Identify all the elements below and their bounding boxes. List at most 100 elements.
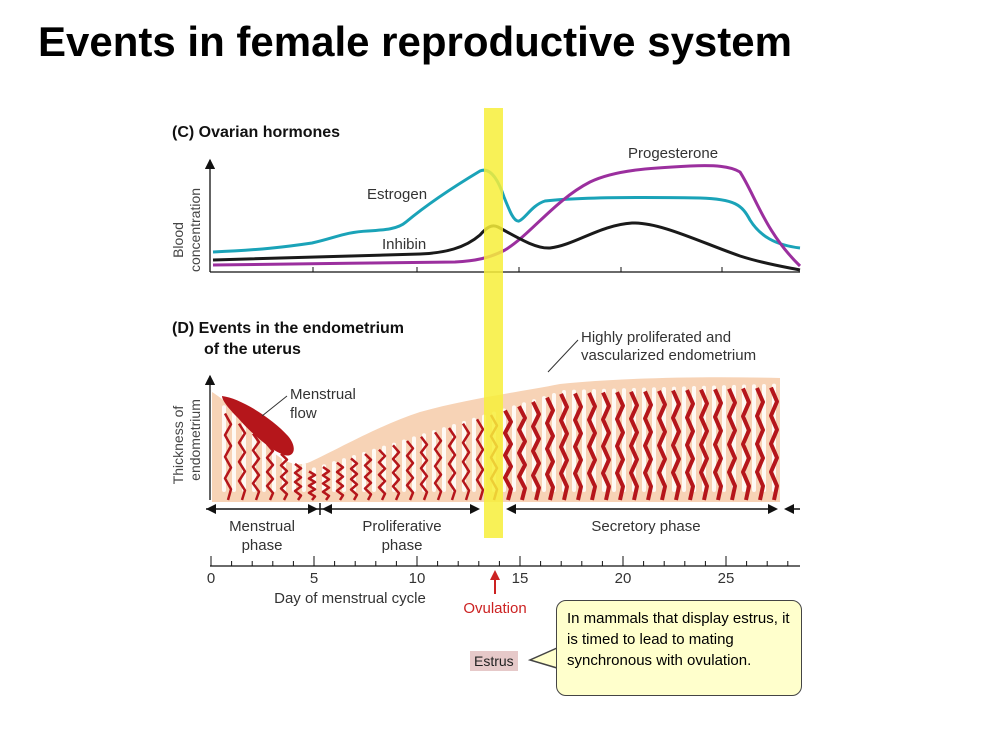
ovulation-highlight-band <box>484 108 503 538</box>
menstrual-phase-label-2: phase <box>242 537 283 554</box>
highly-prolif-label-2: vascularized endometrium <box>581 347 756 364</box>
menstrual-flow-label-2: flow <box>290 405 317 422</box>
gland <box>692 386 696 492</box>
spiral-artery <box>265 442 275 501</box>
proliferative-phase-label-1: Proliferative <box>362 518 441 535</box>
menstrual-phase-label-1: Menstrual <box>229 518 295 535</box>
spiral-artery <box>447 427 457 501</box>
spiral-artery <box>699 388 709 501</box>
spiral-artery <box>223 412 233 501</box>
spiral-artery <box>293 462 303 501</box>
spiral-artery <box>531 401 541 501</box>
gland <box>652 387 656 492</box>
spiral-artery <box>643 390 653 501</box>
gland <box>252 426 256 492</box>
spiral-artery <box>349 457 359 501</box>
gland <box>262 434 266 492</box>
gland <box>222 405 226 492</box>
spiral-arteries <box>223 386 779 501</box>
spiral-artery <box>559 393 569 501</box>
highly-prolif-label-1: Highly proliferated and <box>581 329 731 346</box>
spiral-artery <box>251 432 261 501</box>
panel-d-heading-2: of the uterus <box>204 341 301 358</box>
spiral-artery <box>755 387 765 501</box>
spiral-artery <box>405 440 415 501</box>
spiral-artery <box>587 392 597 501</box>
gland <box>402 439 406 492</box>
gland <box>332 461 336 492</box>
day-axis-title: Day of menstrual cycle <box>274 590 426 607</box>
panel-c-ticks <box>312 267 723 272</box>
gland <box>622 388 626 492</box>
gland <box>432 430 436 492</box>
day-axis-labels: 0 5 10 15 20 25 <box>207 570 735 587</box>
panel-c-y-axis-label: Blood concentration <box>170 188 203 272</box>
page-title: Events in female reproductive system <box>38 18 792 65</box>
gland <box>612 388 616 492</box>
spiral-artery <box>335 461 345 501</box>
spiral-artery <box>671 389 681 501</box>
gland <box>762 383 766 492</box>
gland <box>302 462 306 492</box>
spiral-artery <box>307 470 317 501</box>
spiral-artery <box>377 448 387 501</box>
proliferative-phase-label-2: phase <box>382 537 423 554</box>
spiral-artery <box>685 389 695 501</box>
spiral-artery <box>573 392 583 501</box>
spiral-artery <box>727 388 737 501</box>
gland <box>572 389 576 492</box>
panel-c-heading: (C) Ovarian hormones <box>172 124 340 141</box>
gland <box>542 396 546 492</box>
estrogen-label: Estrogen <box>367 186 427 203</box>
spiral-artery <box>461 422 471 501</box>
gland <box>442 427 446 492</box>
panel-d-ylabel-1: Thickness of <box>170 406 186 485</box>
callout-pointer <box>527 647 558 669</box>
day-tick-label: 5 <box>310 570 318 587</box>
day-tick-label: 20 <box>615 570 632 587</box>
gland <box>752 384 756 492</box>
spiral-artery <box>475 418 485 501</box>
panel-d-heading-1: (D) Events in the endometrium <box>172 320 404 337</box>
gland <box>512 405 516 492</box>
gland <box>232 412 236 492</box>
spiral-artery <box>279 452 289 501</box>
spiral-artery <box>713 388 723 501</box>
gland <box>722 385 726 492</box>
menstrual-flow-label-1: Menstrual <box>290 386 356 403</box>
estrus-callout: In mammals that display estrus, it is ti… <box>556 600 802 696</box>
secretory-phase-label: Secretory phase <box>591 518 700 535</box>
menstrual-flow-drop <box>222 396 294 456</box>
gland <box>582 389 586 492</box>
progesterone-curve <box>212 164 802 268</box>
inhibin-label: Inhibin <box>382 236 426 253</box>
day-tick-label: 10 <box>409 570 426 587</box>
day-tick-label: 25 <box>718 570 735 587</box>
highly-prolif-leader <box>547 339 579 373</box>
spiral-artery <box>237 422 247 501</box>
panel-d-ylabel-2: endometrium <box>187 399 203 481</box>
inhibin-curve <box>212 221 801 272</box>
menstrual-flow-leader <box>261 395 288 417</box>
spiral-artery <box>615 391 625 501</box>
ovulation-label: Ovulation <box>463 600 526 617</box>
spiral-artery <box>741 387 751 501</box>
spiral-artery <box>769 386 779 501</box>
spiral-artery <box>517 405 527 501</box>
gland <box>362 451 366 492</box>
day-tick-label: 15 <box>512 570 529 587</box>
spiral-artery <box>657 390 667 501</box>
gland <box>372 448 376 492</box>
day-tick-label: 0 <box>207 570 215 587</box>
day-axis-ticks <box>210 556 789 566</box>
spiral-artery <box>503 409 513 501</box>
phase-arrows <box>206 503 800 515</box>
spiral-artery <box>433 431 443 501</box>
panel-c-ylabel-1: Blood <box>170 222 186 258</box>
panel-c-ylabel-2: concentration <box>187 188 203 272</box>
progesterone-label: Progesterone <box>628 145 718 162</box>
estrogen-curve <box>212 168 801 254</box>
spiral-artery <box>419 435 429 501</box>
gland <box>472 417 476 492</box>
spiral-artery <box>363 453 373 501</box>
